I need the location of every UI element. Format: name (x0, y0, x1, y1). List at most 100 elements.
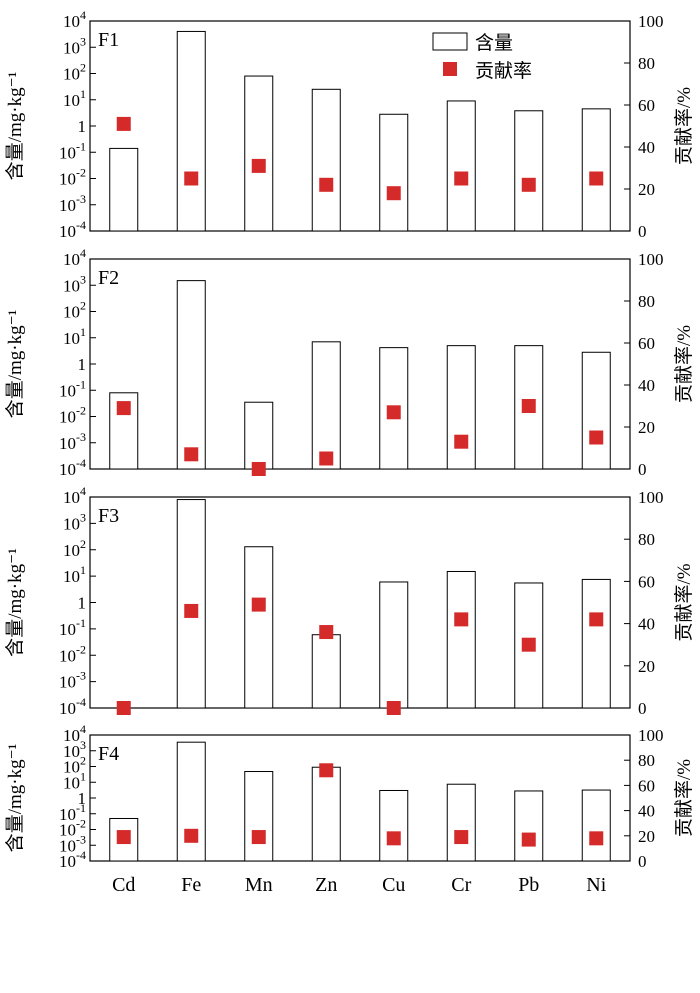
right-tick-label: 60 (638, 572, 655, 591)
marker-cd (116, 701, 131, 715)
x-category-label: Mn (245, 874, 273, 896)
marker-cd (116, 116, 131, 131)
left-axis-title: 含量/mg·kg⁻¹ (4, 71, 26, 180)
marker-mn (251, 462, 266, 476)
panel-f2: 104 103 102 101 1 10-1 10-2 10-3 10-4 100 80 60 40 20… (4, 246, 695, 479)
right-tick-label: 80 (638, 530, 655, 549)
right-tick-label: 80 (638, 751, 655, 770)
right-tick-label: 40 (638, 376, 655, 395)
bar-zn (311, 766, 341, 862)
bar-mn (244, 546, 274, 709)
right-tick-label: 80 (638, 54, 655, 73)
bar-zn (311, 634, 341, 709)
left-tick-label: 101 (63, 563, 86, 586)
marker-zn (319, 451, 334, 466)
left-tick-label: 10-3 (59, 192, 86, 215)
bar-cr (446, 100, 476, 232)
left-tick-label: 1 (78, 117, 87, 136)
bar-zn (311, 341, 341, 470)
left-tick-label: 1 (78, 789, 87, 808)
marker-fe (184, 603, 199, 618)
panel-f1: 104 103 102 101 1 10-1 10-2 10-3 10-4 100 80 60 40 20… (4, 8, 695, 241)
marker-zn (319, 177, 334, 192)
plot-frame (89, 258, 631, 470)
marker-pb (521, 637, 536, 652)
left-tick-label: 104 (63, 722, 86, 745)
left-tick-label: 103 (63, 272, 86, 295)
right-axis-title: 贡献率/% (673, 563, 695, 641)
right-tick-label: 0 (638, 222, 647, 241)
marker-zn (319, 763, 334, 778)
panel-f3: 104 103 102 101 1 10-1 10-2 10-3 10-4 100 80 60 40 20… (4, 484, 695, 718)
marker-cr (454, 612, 469, 627)
marker-mn (251, 158, 266, 173)
bar-zn (311, 88, 341, 232)
right-tick-label: 20 (638, 827, 655, 846)
right-tick-label: 100 (638, 488, 664, 507)
right-tick-label: 100 (638, 12, 664, 31)
left-axis-title: 含量/mg·kg⁻¹ (4, 309, 26, 418)
plot-frame (89, 734, 631, 862)
right-tick-label: 100 (638, 726, 664, 745)
marker-cu (386, 831, 401, 846)
marker-mn (251, 830, 266, 845)
left-tick-label: 10-2 (59, 404, 86, 427)
marker-ni (589, 612, 604, 627)
right-tick-label: 40 (638, 138, 655, 157)
left-tick-label: 101 (63, 769, 86, 792)
left-tick-label: 10-3 (59, 832, 86, 855)
panel-label: F3 (98, 505, 119, 527)
marker-fe (184, 171, 199, 186)
left-tick-label: 102 (63, 61, 86, 84)
left-tick-label: 10-3 (59, 430, 86, 453)
left-tick-label: 1 (78, 594, 87, 613)
right-tick-label: 40 (638, 802, 655, 821)
x-category-label: Zn (315, 874, 337, 896)
left-tick-label: 10-4 (59, 218, 86, 241)
left-tick-label: 1 (78, 355, 87, 374)
left-tick-label: 104 (63, 246, 86, 269)
right-tick-label: 0 (638, 699, 647, 718)
bar-mn (244, 771, 274, 862)
marker-cd (116, 830, 131, 845)
left-tick-label: 102 (63, 299, 86, 322)
bar-cr (446, 783, 476, 862)
left-tick-label: 10-1 (59, 139, 86, 162)
bar-fe (176, 741, 206, 862)
bar-pb (514, 790, 544, 862)
bar-pb (514, 110, 544, 232)
marker-ni (589, 171, 604, 186)
left-tick-label: 10-1 (59, 616, 86, 639)
left-tick-label: 10-2 (59, 166, 86, 189)
left-tick-label: 101 (63, 87, 86, 110)
marker-pb (521, 177, 536, 192)
bar-fe (176, 280, 206, 470)
legend-marker-swatch (443, 62, 457, 76)
marker-cr (454, 434, 469, 449)
bar-fe (176, 30, 206, 232)
left-tick-label: 10-3 (59, 669, 86, 692)
right-tick-label: 0 (638, 460, 647, 479)
marker-ni (589, 430, 604, 445)
marker-cu (386, 701, 401, 715)
right-tick-label: 20 (638, 418, 655, 437)
left-tick-label: 10-1 (59, 377, 86, 400)
left-axis-title: 含量/mg·kg⁻¹ (4, 548, 26, 657)
left-tick-label: 103 (63, 738, 86, 761)
marker-cu (386, 186, 401, 201)
marker-ni (589, 831, 604, 846)
left-tick-label: 104 (63, 484, 86, 507)
left-tick-label: 103 (63, 510, 86, 533)
left-tick-label: 10-4 (59, 695, 86, 718)
bar-ni (581, 789, 611, 862)
left-tick-label: 10-1 (59, 801, 86, 824)
bar-cu (379, 113, 409, 232)
marker-fe (184, 447, 199, 462)
x-category-label: Cr (451, 874, 471, 896)
right-tick-label: 40 (638, 615, 655, 634)
x-category-label: Fe (181, 874, 201, 896)
left-tick-label: 10-4 (59, 456, 86, 479)
right-tick-label: 80 (638, 292, 655, 311)
